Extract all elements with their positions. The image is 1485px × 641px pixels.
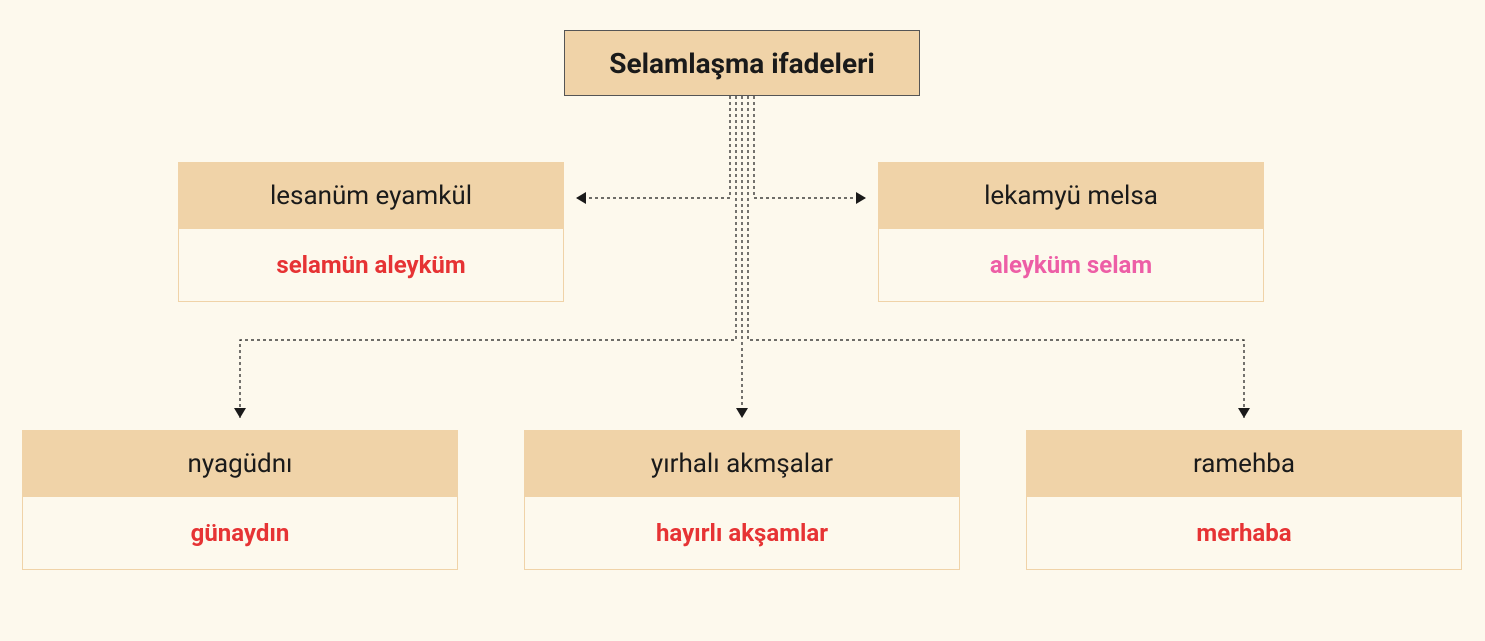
arrowhead-c2 [856,192,866,204]
edge-root-c2 [754,96,866,198]
card-c1: lesanüm eyamkülselamün aleyküm [178,162,564,302]
root-label: Selamlaşma ifadeleri [609,47,874,80]
card-header-c3: nyagüdnı [23,431,457,497]
root-node: Selamlaşma ifadeleri [564,30,920,96]
card-c3: nyagüdnıgünaydın [22,430,458,570]
card-body-c2: aleyküm selam [879,229,1263,301]
arrowhead-c3 [234,408,246,418]
arrowhead-c5 [1238,408,1250,418]
card-header-c5: ramehba [1027,431,1461,497]
card-header-c4: yırhalı akmşalar [525,431,959,497]
card-body-c5: merhaba [1027,497,1461,569]
card-header-c1: lesanüm eyamkül [179,163,563,229]
card-body-c1: selamün aleyküm [179,229,563,301]
card-c2: lekamyü melsaaleyküm selam [878,162,1264,302]
card-c5: ramehbamerhaba [1026,430,1462,570]
card-body-c3: günaydın [23,497,457,569]
card-body-c4: hayırlı akşamlar [525,497,959,569]
card-header-c2: lekamyü melsa [879,163,1263,229]
card-c4: yırhalı akmşalarhayırlı akşamlar [524,430,960,570]
arrowhead-c4 [736,408,748,418]
edge-root-c1 [576,96,730,198]
arrowhead-c1 [576,192,586,204]
